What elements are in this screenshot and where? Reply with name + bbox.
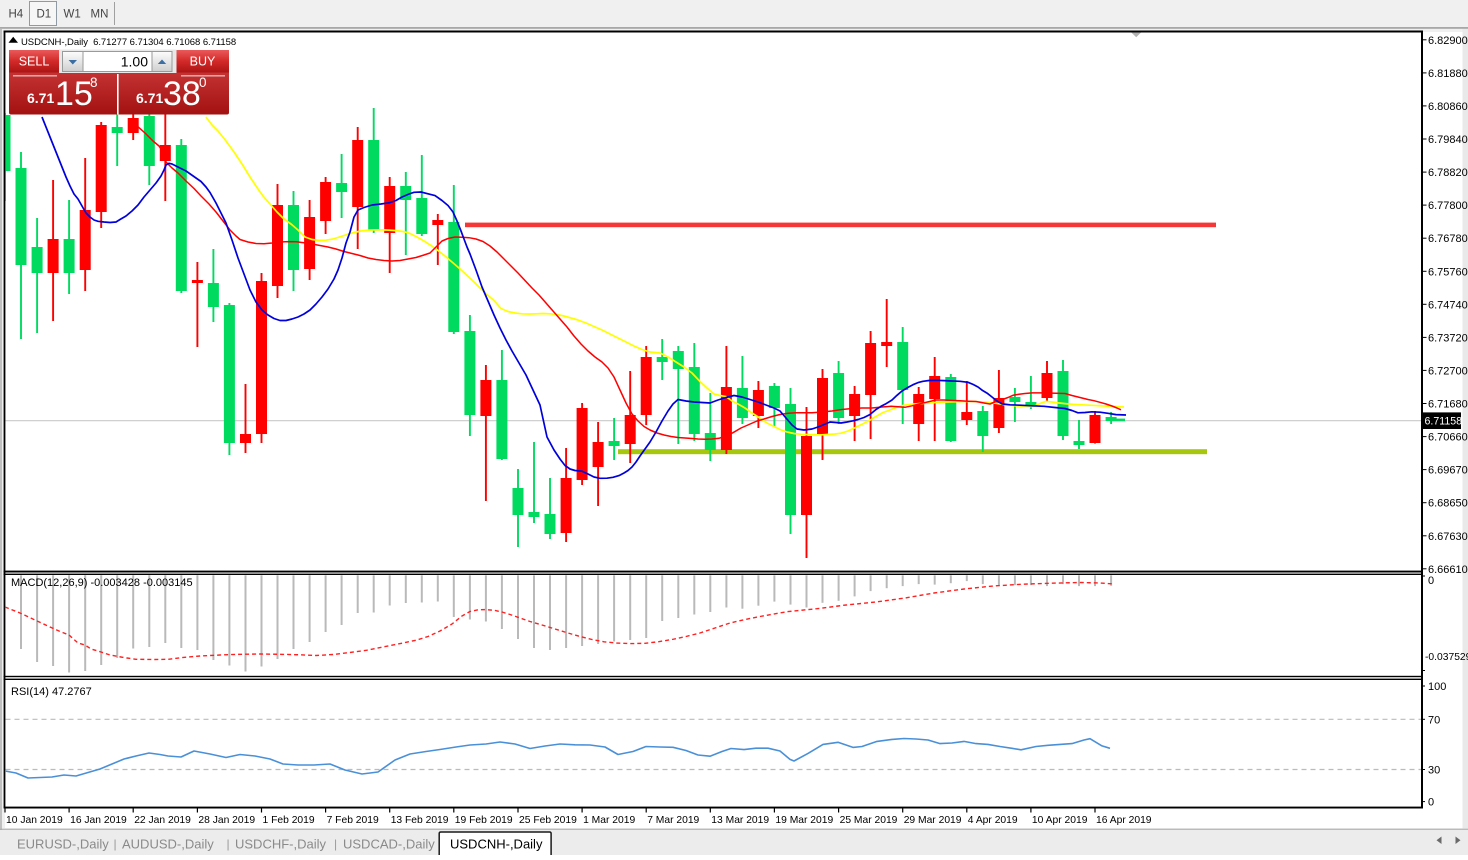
svg-text:25 Mar 2019: 25 Mar 2019 (840, 815, 898, 826)
svg-text:MACD(12,26,9) -0.003428 -0.003: MACD(12,26,9) -0.003428 -0.003145 (11, 577, 193, 589)
svg-text:D1: D1 (37, 9, 52, 21)
svg-text:6.66610: 6.66610 (1428, 564, 1468, 576)
svg-text:6.80860: 6.80860 (1428, 101, 1468, 113)
svg-text:1 Mar 2019: 1 Mar 2019 (583, 815, 635, 826)
svg-text:19 Mar 2019: 19 Mar 2019 (775, 815, 833, 826)
svg-text:4 Apr 2019: 4 Apr 2019 (968, 815, 1018, 826)
svg-text:0: 0 (199, 75, 207, 90)
svg-text:70: 70 (1428, 714, 1440, 726)
svg-text:6.82900: 6.82900 (1428, 35, 1468, 47)
svg-text:19 Feb 2019: 19 Feb 2019 (455, 815, 513, 826)
svg-text:RSI(14) 47.2767: RSI(14) 47.2767 (11, 686, 92, 698)
svg-text:BUY: BUY (190, 55, 216, 69)
svg-text:30: 30 (1428, 765, 1440, 777)
svg-text:|: | (334, 837, 337, 851)
svg-text:0: 0 (1428, 575, 1434, 587)
svg-text:6.67630: 6.67630 (1428, 531, 1468, 543)
svg-text:6.69670: 6.69670 (1428, 465, 1468, 477)
svg-text:10 Jan 2019: 10 Jan 2019 (6, 815, 63, 826)
svg-text:15: 15 (55, 75, 93, 113)
svg-text:13 Feb 2019: 13 Feb 2019 (391, 815, 449, 826)
svg-text:|: | (227, 837, 230, 851)
svg-text:16 Apr 2019: 16 Apr 2019 (1096, 815, 1152, 826)
svg-text:6.75760: 6.75760 (1428, 266, 1468, 278)
svg-text:MN: MN (91, 9, 109, 21)
svg-text:6.71: 6.71 (27, 90, 54, 106)
svg-text:SELL: SELL (19, 55, 50, 69)
svg-text:USDCHF-,Daily: USDCHF-,Daily (235, 837, 327, 852)
svg-text:38: 38 (163, 75, 201, 113)
svg-text:-0.037529: -0.037529 (1425, 652, 1468, 663)
svg-text:6.76780: 6.76780 (1428, 233, 1468, 245)
svg-text:6.71680: 6.71680 (1428, 399, 1468, 411)
svg-text:USDCNH-,Daily: USDCNH-,Daily (450, 837, 543, 852)
svg-text:USDCAD-,Daily: USDCAD-,Daily (343, 837, 435, 852)
svg-text:W1: W1 (64, 9, 81, 21)
svg-text:H4: H4 (9, 9, 24, 21)
svg-text:0: 0 (1428, 797, 1434, 809)
svg-text:13 Mar 2019: 13 Mar 2019 (711, 815, 769, 826)
svg-text:7 Mar 2019: 7 Mar 2019 (647, 815, 699, 826)
svg-text:6.79840: 6.79840 (1428, 134, 1468, 146)
svg-text:6.74740: 6.74740 (1428, 299, 1468, 311)
svg-text:6.81880: 6.81880 (1428, 68, 1468, 80)
svg-text:6.78820: 6.78820 (1428, 167, 1468, 179)
svg-text:1 Feb 2019: 1 Feb 2019 (263, 815, 315, 826)
svg-text:|: | (114, 837, 117, 851)
svg-text:25 Feb 2019: 25 Feb 2019 (519, 815, 577, 826)
svg-text:AUDUSD-,Daily: AUDUSD-,Daily (122, 837, 214, 852)
svg-text:10 Apr 2019: 10 Apr 2019 (1032, 815, 1088, 826)
svg-text:6.68650: 6.68650 (1428, 498, 1468, 510)
svg-text:29 Mar 2019: 29 Mar 2019 (904, 815, 962, 826)
svg-text:6.77800: 6.77800 (1428, 200, 1468, 212)
svg-text:8: 8 (90, 75, 98, 90)
svg-text:6.73720: 6.73720 (1428, 332, 1468, 344)
svg-text:6.70660: 6.70660 (1428, 432, 1468, 444)
svg-text:USDCNH-,Daily 6.71277 6.71304: USDCNH-,Daily 6.71277 6.71304 6.71068 6.… (21, 37, 236, 48)
svg-text:7 Feb 2019: 7 Feb 2019 (327, 815, 379, 826)
svg-text:6.72700: 6.72700 (1428, 365, 1468, 377)
svg-text:16 Jan 2019: 16 Jan 2019 (70, 815, 127, 826)
svg-text:28 Jan 2019: 28 Jan 2019 (198, 815, 255, 826)
svg-text:22 Jan 2019: 22 Jan 2019 (134, 815, 191, 826)
svg-text:6.71158: 6.71158 (1425, 416, 1463, 428)
svg-text:6.71: 6.71 (136, 90, 163, 106)
svg-text:EURUSD-,Daily: EURUSD-,Daily (17, 837, 109, 852)
svg-text:100: 100 (1428, 681, 1446, 693)
svg-text:1.00: 1.00 (121, 54, 148, 70)
